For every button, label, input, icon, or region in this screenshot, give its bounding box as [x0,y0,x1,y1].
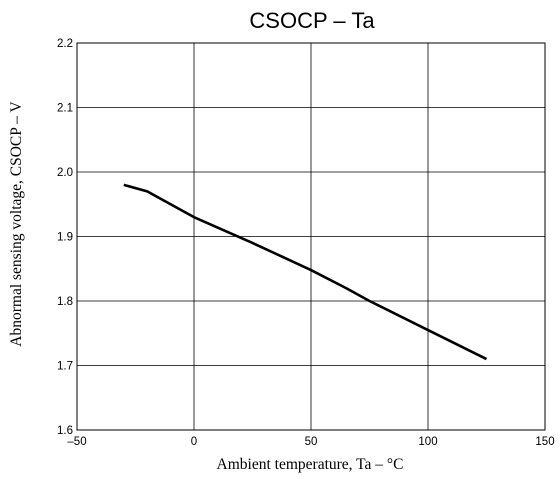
chart-title: CSOCP – Ta [249,8,375,33]
series-layer [123,183,488,361]
y-tick-label: 1.8 [57,296,73,308]
x-tick-label: 0 [191,436,197,448]
x-axis-label: Ambient temperature, Ta – °C [217,456,404,473]
y-tick-label: 1.7 [57,361,73,373]
plot-frame [76,42,546,431]
y-tick-label: 1.6 [57,425,73,437]
y-tick-label: 2.2 [57,38,73,50]
series-line [123,183,488,361]
y-axis-label: Abnormal sensing voltage, CSOCP – V [8,100,25,346]
y-tick-label: 2.1 [57,103,73,115]
x-tick-label: 50 [305,436,318,448]
x-tick-label: 150 [535,436,554,448]
y-tick-labels: 1.6 1.7 1.8 1.9 2.0 2.1 2.2 [57,38,73,437]
y-tick-label: 1.9 [57,232,73,244]
x-tick-label: 100 [418,436,437,448]
y-tick-label: 2.0 [57,167,73,179]
grid [77,43,545,430]
x-tick-labels: –50 0 50 100 150 [67,436,554,448]
x-tick-label: –50 [67,436,86,448]
